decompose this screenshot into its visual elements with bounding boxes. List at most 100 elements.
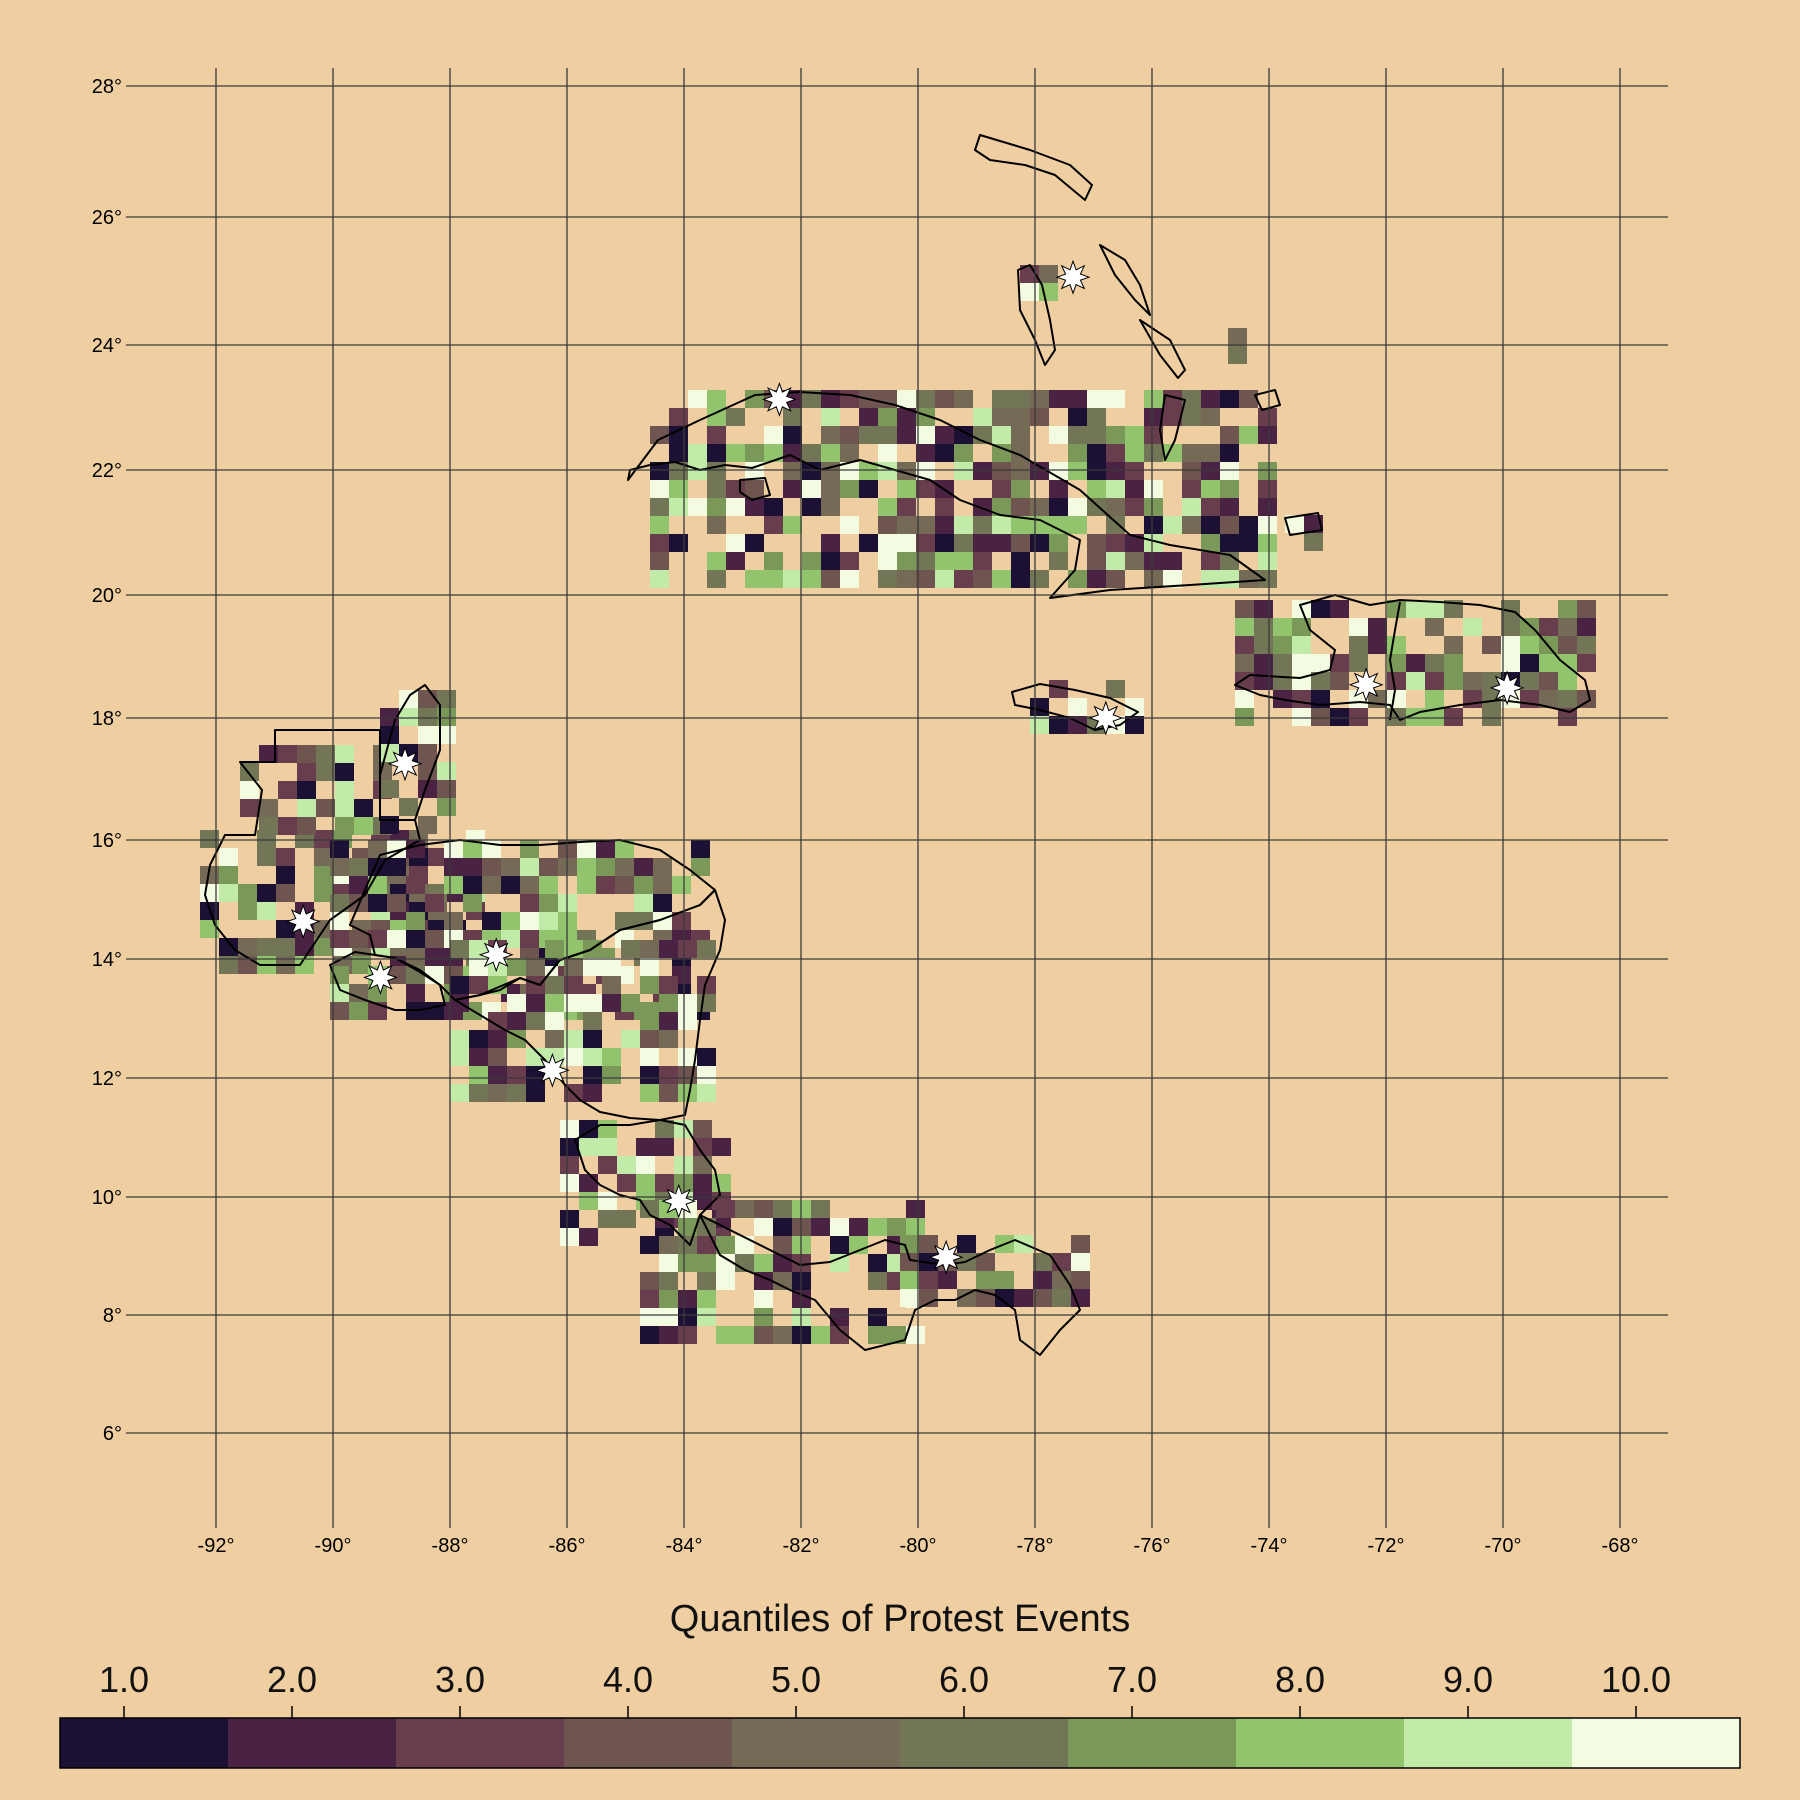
choropleth-cell bbox=[764, 498, 783, 516]
choropleth-cell bbox=[878, 552, 897, 570]
choropleth-cell bbox=[1463, 672, 1482, 690]
choropleth-cell bbox=[1444, 636, 1463, 654]
choropleth-cell bbox=[1087, 390, 1106, 408]
choropleth-cell bbox=[259, 745, 278, 763]
legend-label: 7.0 bbox=[1107, 1659, 1157, 1700]
star-icon bbox=[761, 381, 797, 417]
choropleth-cell bbox=[579, 1120, 598, 1138]
choropleth-cell bbox=[634, 894, 653, 912]
choropleth-cell bbox=[1144, 444, 1163, 462]
choropleth-cell bbox=[545, 976, 564, 994]
choropleth-cell bbox=[219, 848, 238, 866]
choropleth-cell bbox=[1030, 570, 1049, 588]
choropleth-cell bbox=[297, 745, 316, 763]
choropleth-cell bbox=[437, 798, 456, 816]
choropleth-cell bbox=[469, 958, 488, 976]
choropleth-cell bbox=[906, 1218, 925, 1236]
choropleth-cell bbox=[697, 1048, 716, 1066]
choropleth-cell bbox=[1030, 408, 1049, 426]
choropleth-cell bbox=[1068, 698, 1087, 716]
choropleth-cell bbox=[669, 480, 688, 498]
choropleth-cell bbox=[697, 1254, 716, 1272]
choropleth-cell bbox=[919, 1289, 938, 1307]
choropleth-cell bbox=[1201, 570, 1220, 588]
choropleth-cell bbox=[387, 930, 406, 948]
choropleth-cell bbox=[1201, 480, 1220, 498]
choropleth-cell bbox=[935, 534, 954, 552]
choropleth-cell bbox=[349, 858, 368, 876]
choropleth-cell bbox=[1558, 636, 1577, 654]
choropleth-cell bbox=[957, 1235, 976, 1253]
choropleth-cell bbox=[526, 976, 545, 994]
choropleth-cell bbox=[259, 799, 278, 817]
choropleth-cell bbox=[380, 744, 399, 762]
choropleth-cell bbox=[1258, 426, 1277, 444]
choropleth-cell bbox=[840, 516, 859, 534]
choropleth-cell bbox=[238, 902, 257, 920]
choropleth-cell bbox=[1201, 390, 1220, 408]
choropleth-cell bbox=[636, 1156, 655, 1174]
choropleth-cell bbox=[1406, 600, 1425, 618]
choropleth-cell bbox=[1106, 552, 1125, 570]
choropleth-cell bbox=[1235, 600, 1254, 618]
choropleth-cell bbox=[1406, 654, 1425, 672]
choropleth-cell bbox=[577, 858, 596, 876]
choropleth-cell bbox=[1239, 390, 1258, 408]
bahamas-long-island bbox=[1139, 319, 1186, 379]
choropleth-cell bbox=[1020, 265, 1039, 283]
choropleth-cell bbox=[954, 444, 973, 462]
choropleth-cell bbox=[935, 426, 954, 444]
choropleth-cell bbox=[754, 1218, 773, 1236]
choropleth-cell bbox=[821, 480, 840, 498]
choropleth-cell bbox=[973, 498, 992, 516]
choropleth-cell bbox=[1501, 618, 1520, 636]
choropleth-cell bbox=[1228, 328, 1247, 346]
choropleth-cell bbox=[488, 1066, 507, 1084]
choropleth-cell bbox=[482, 912, 501, 930]
choropleth-cell bbox=[617, 1210, 636, 1228]
choropleth-cell bbox=[1258, 534, 1277, 552]
star-icon bbox=[1088, 700, 1124, 736]
choropleth-cell bbox=[935, 498, 954, 516]
choropleth-cell bbox=[919, 1271, 938, 1289]
choropleth-cell bbox=[1520, 672, 1539, 690]
choropleth-cell bbox=[598, 1138, 617, 1156]
choropleth-cell bbox=[697, 976, 716, 994]
choropleth-cell bbox=[1235, 690, 1254, 708]
choropleth-cell bbox=[878, 534, 897, 552]
choropleth-cell bbox=[697, 994, 716, 1012]
choropleth-cell bbox=[373, 763, 392, 781]
choropleth-cell bbox=[380, 726, 399, 744]
choropleth-cell bbox=[764, 426, 783, 444]
choropleth-cell bbox=[916, 480, 935, 498]
choropleth-cell bbox=[659, 940, 678, 958]
choropleth-cell bbox=[425, 1002, 444, 1020]
choropleth-cell bbox=[1577, 618, 1596, 636]
choropleth-cell bbox=[992, 390, 1011, 408]
choropleth-cell bbox=[1349, 690, 1368, 708]
choropleth-cell bbox=[634, 858, 653, 876]
choropleth-cell bbox=[297, 799, 316, 817]
choropleth-cell bbox=[579, 1138, 598, 1156]
choropleth-cell bbox=[1163, 570, 1182, 588]
choropleth-cell bbox=[1106, 570, 1125, 588]
choropleth-cell bbox=[579, 1228, 598, 1246]
choropleth-cell bbox=[1273, 672, 1292, 690]
choropleth-cell bbox=[1087, 498, 1106, 516]
choropleth-cell bbox=[897, 408, 916, 426]
choropleth-cell bbox=[935, 552, 954, 570]
choropleth-cell bbox=[1182, 498, 1201, 516]
choropleth-cell bbox=[200, 830, 219, 848]
choropleth-cell bbox=[314, 938, 333, 956]
choropleth-cell bbox=[1482, 636, 1501, 654]
choropleth-cell bbox=[669, 444, 688, 462]
legend-label: 1.0 bbox=[99, 1659, 149, 1700]
choropleth-cell bbox=[678, 1084, 697, 1102]
choropleth-cell bbox=[1087, 462, 1106, 480]
choropleth-cell bbox=[387, 840, 406, 858]
choropleth-cell bbox=[935, 570, 954, 588]
choropleth-cell bbox=[1071, 1235, 1090, 1253]
bahamas-abaco bbox=[974, 134, 1093, 201]
choropleth-cell bbox=[697, 1084, 716, 1102]
